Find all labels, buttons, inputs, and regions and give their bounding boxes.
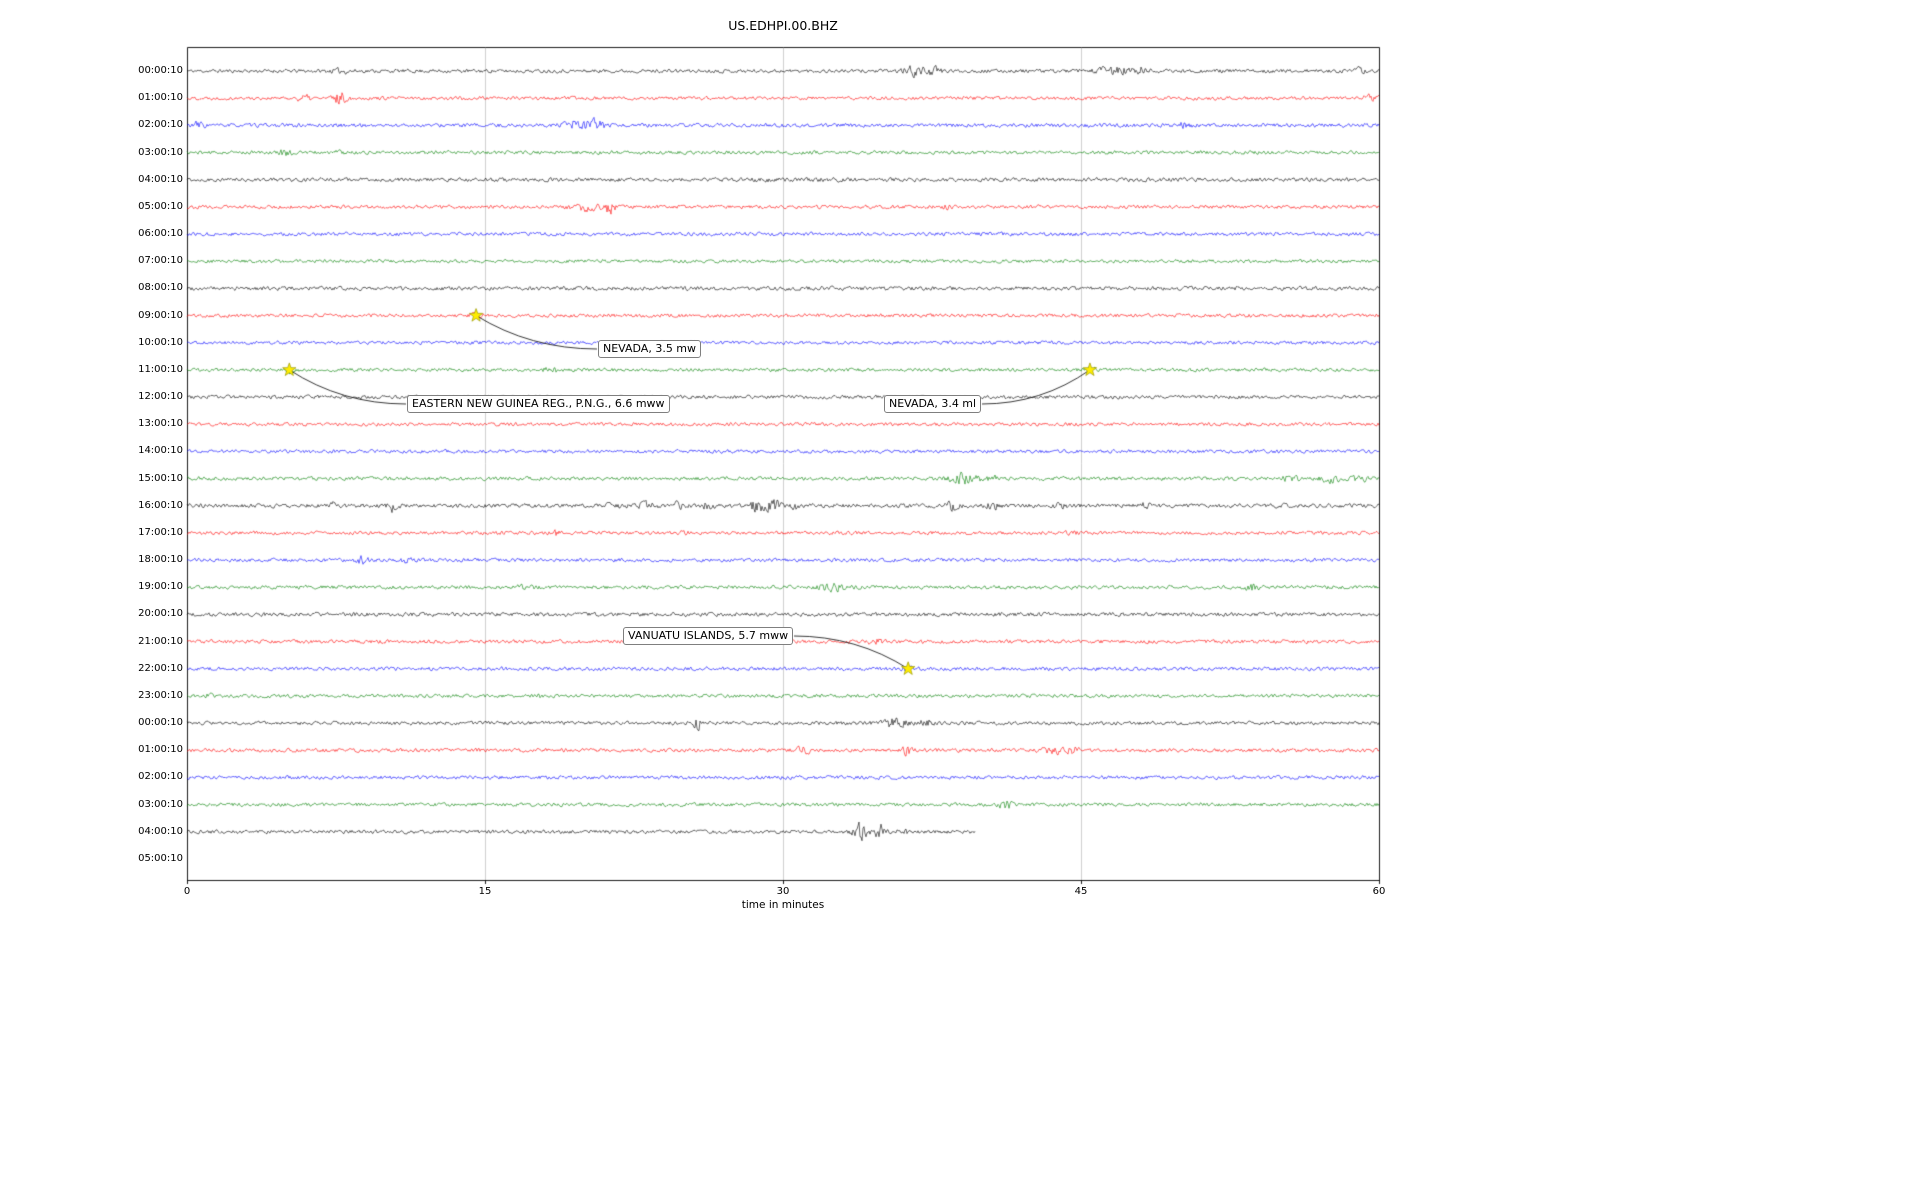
row-label: 07:00:10: [138, 255, 183, 267]
row-label: 04:00:10: [138, 825, 183, 837]
row-label: 09:00:10: [138, 309, 183, 321]
row-label: 16:00:10: [138, 499, 183, 511]
x-tick-label: 60: [1372, 886, 1386, 897]
row-label: 00:00:10: [138, 65, 183, 76]
row-label: 08:00:10: [138, 282, 183, 294]
row-label: 04:00:10: [138, 173, 183, 185]
row-label: 19:00:10: [138, 581, 183, 593]
x-tick-label: 0: [183, 886, 191, 897]
row-label: 15:00:10: [138, 472, 183, 484]
event-annotation-2: NEVADA, 3.4 ml: [884, 395, 982, 413]
row-label: 20:00:10: [138, 608, 183, 620]
row-label: 03:00:10: [138, 146, 183, 158]
row-label: 01:00:10: [138, 744, 183, 756]
event-annotation-1: EASTERN NEW GUINEA REG., P.N.G., 6.6 mww: [407, 395, 670, 413]
row-label: 00:00:10: [138, 717, 183, 729]
row-label: 18:00:10: [138, 554, 183, 566]
row-label: 13:00:10: [138, 418, 183, 430]
event-annotation-3: VANUATU ISLANDS, 5.7 mww: [623, 627, 794, 645]
row-label: 05:00:10: [138, 852, 183, 864]
row-label: 05:00:10: [138, 200, 183, 212]
x-tick-label: 45: [1074, 886, 1088, 897]
x-tick-label: 30: [776, 886, 790, 897]
row-label: 01:00:10: [138, 92, 183, 104]
row-label: 06:00:10: [138, 228, 183, 240]
row-label: 10:00:10: [138, 336, 183, 348]
row-label: 22:00:10: [138, 662, 183, 674]
row-label: 03:00:10: [138, 798, 183, 810]
row-label: 02:00:10: [138, 119, 183, 131]
row-label: 11:00:10: [138, 363, 183, 375]
row-label: 14:00:10: [138, 445, 183, 457]
row-label: 02:00:10: [138, 771, 183, 783]
x-tick-label: 15: [478, 886, 492, 897]
event-annotation-0: NEVADA, 3.5 mw: [598, 340, 702, 358]
row-label: 12:00:10: [138, 391, 183, 403]
row-label: 17:00:10: [138, 526, 183, 538]
figure-title: US.EDHPI.00.BHZ: [728, 18, 838, 33]
x-axis-label: time in minutes: [741, 899, 825, 911]
row-label: 21:00:10: [138, 635, 183, 647]
row-label: 23:00:10: [138, 689, 183, 701]
